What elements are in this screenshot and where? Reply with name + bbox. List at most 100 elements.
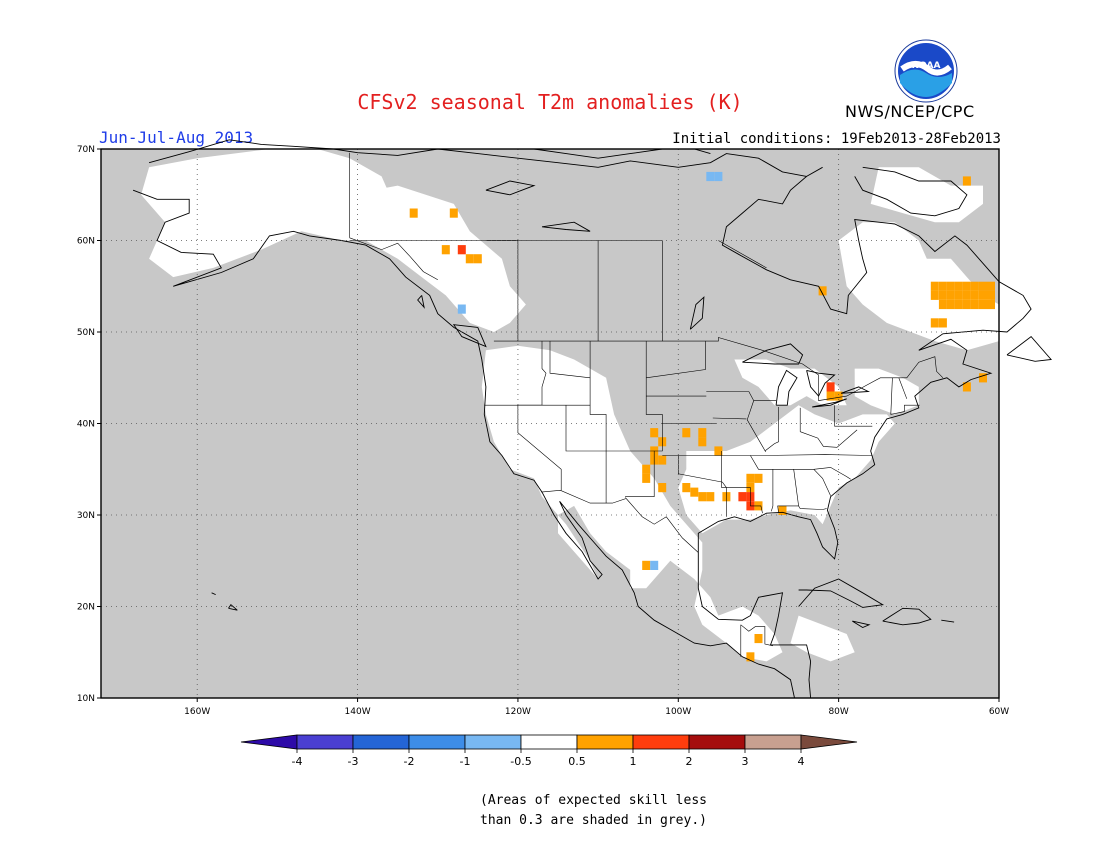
border-31 bbox=[898, 377, 908, 399]
footnote: (Areas of expected skill less than 0.3 a… bbox=[480, 791, 707, 831]
border-18 bbox=[712, 417, 747, 420]
border-7 bbox=[565, 405, 655, 452]
border-22 bbox=[793, 467, 851, 480]
lat-label-40N: 40N bbox=[77, 420, 95, 430]
anomaly-cell-58 bbox=[946, 290, 955, 300]
anomaly-cell-62 bbox=[979, 290, 987, 300]
lon-label-140W: 140W bbox=[345, 707, 371, 717]
anomaly-cell-51 bbox=[954, 281, 963, 291]
colorbar-cell-8 bbox=[688, 734, 746, 750]
anomaly-cell-29 bbox=[746, 473, 755, 483]
lake-6 bbox=[689, 296, 705, 330]
anomaly-cell-16 bbox=[642, 473, 651, 483]
border-26 bbox=[834, 405, 873, 427]
border-4 bbox=[625, 341, 663, 498]
lon-label-80W: 80W bbox=[828, 707, 848, 717]
skill-area-7 bbox=[838, 222, 999, 351]
coastline-2 bbox=[697, 166, 1032, 560]
lake-2 bbox=[775, 369, 798, 406]
anomaly-cell-38 bbox=[818, 286, 827, 296]
lat-label-70N: 70N bbox=[77, 145, 95, 155]
lon-label-160W: 160W bbox=[184, 707, 210, 717]
border-3 bbox=[541, 489, 699, 553]
colorbar: -4 -3 -2 -1 -0.5 0.5 1 2 3 4 bbox=[240, 734, 858, 768]
footnote-line-2: than 0.3 are shaded in grey.) bbox=[480, 813, 707, 828]
border-39 bbox=[740, 624, 773, 647]
anomaly-cell-53 bbox=[970, 281, 979, 291]
border-13 bbox=[662, 454, 873, 456]
anomaly-cell-9 bbox=[650, 560, 659, 570]
anomaly-cell-52 bbox=[962, 281, 971, 291]
anomaly-cell-55 bbox=[987, 281, 995, 291]
anomaly-cell-5 bbox=[465, 254, 474, 264]
anomaly-cell-23 bbox=[690, 487, 699, 497]
colorbar-cell-9 bbox=[744, 734, 802, 750]
anomaly-cell-50 bbox=[946, 281, 955, 291]
anomaly-cell-36 bbox=[826, 391, 835, 401]
border-23 bbox=[813, 469, 831, 496]
coastline-12 bbox=[854, 166, 968, 217]
anomaly-cell-21 bbox=[714, 446, 723, 456]
coastline-4 bbox=[148, 139, 807, 177]
lake-1 bbox=[742, 343, 804, 365]
lake-3 bbox=[806, 369, 836, 397]
colorbar-label-4: -1 bbox=[460, 755, 471, 768]
forecast-period: Jun-Jul-Aug 2013 bbox=[99, 128, 254, 147]
border-27 bbox=[800, 429, 858, 448]
logo-text: NOAA bbox=[912, 61, 941, 71]
axis-labels: 160W 140W 120W 100W 80W 60W 70N 60N 50N 40N 30N 20N… bbox=[77, 145, 1009, 717]
anomaly-cell-22 bbox=[682, 483, 691, 493]
anomaly-cell-59 bbox=[954, 290, 963, 300]
anomaly-cell-39 bbox=[706, 171, 715, 182]
anomaly-cell-46 bbox=[930, 318, 939, 328]
anomaly-cell-40 bbox=[714, 171, 723, 182]
anomaly-cell-66 bbox=[954, 300, 963, 310]
colorbar-arrow-max bbox=[800, 734, 858, 750]
anomaly-cell-6 bbox=[473, 254, 482, 264]
anomaly-cell-7 bbox=[457, 304, 466, 314]
border-16 bbox=[721, 451, 763, 514]
colorbar-cell-7 bbox=[632, 734, 690, 750]
anomaly-cell-25 bbox=[706, 492, 715, 502]
anomaly-cell-4 bbox=[457, 245, 466, 255]
anomaly-cell-64 bbox=[938, 300, 947, 310]
colorbar-label-10: 4 bbox=[798, 755, 805, 768]
anomaly-cell-49 bbox=[938, 281, 947, 291]
anomaly-cell-70 bbox=[987, 300, 995, 310]
anomaly-cell-10 bbox=[650, 428, 659, 438]
skill-area-1 bbox=[141, 149, 398, 278]
anomaly-cell-3 bbox=[441, 245, 450, 255]
lat-label-20N: 20N bbox=[77, 603, 95, 613]
border-29 bbox=[746, 391, 766, 453]
lat-label-10N: 10N bbox=[77, 694, 95, 704]
agency-label: NWS/NCEP/CPC bbox=[845, 102, 975, 121]
skill-area-6 bbox=[854, 368, 919, 415]
coastline-11 bbox=[1006, 335, 1053, 362]
initial-conditions: Initial conditions: 19Feb2013-28Feb2013 bbox=[672, 131, 1001, 147]
anomaly-cell-47 bbox=[938, 318, 947, 328]
anomaly-cell-57 bbox=[938, 290, 947, 300]
border-9 bbox=[549, 341, 591, 379]
colorbar-label-9: 3 bbox=[742, 755, 749, 768]
border-32 bbox=[349, 237, 438, 281]
anomaly-cell-48 bbox=[930, 281, 939, 291]
lake-7 bbox=[541, 221, 591, 232]
lon-label-60W: 60W bbox=[989, 707, 1009, 717]
colorbar-label-5: -0.5 bbox=[510, 755, 531, 768]
anomaly-cell-20 bbox=[698, 437, 707, 447]
anomaly-cell-1 bbox=[409, 208, 418, 218]
colorbar-label-2: -3 bbox=[348, 755, 359, 768]
coastline-5 bbox=[798, 578, 885, 608]
border-2 bbox=[493, 337, 944, 401]
border-5 bbox=[589, 341, 607, 504]
anomaly-cell-34 bbox=[778, 505, 787, 515]
coastline-10 bbox=[211, 592, 216, 596]
colorbar-cell-6 bbox=[576, 734, 634, 750]
colorbar-label-1: -4 bbox=[292, 755, 303, 768]
skill-area-3 bbox=[481, 345, 783, 662]
colorbar-arrow-min bbox=[240, 734, 298, 750]
coastline-7 bbox=[852, 620, 871, 629]
map-title: CFSv2 seasonal T2m anomalies (K) bbox=[357, 90, 743, 114]
border-24 bbox=[764, 407, 779, 452]
